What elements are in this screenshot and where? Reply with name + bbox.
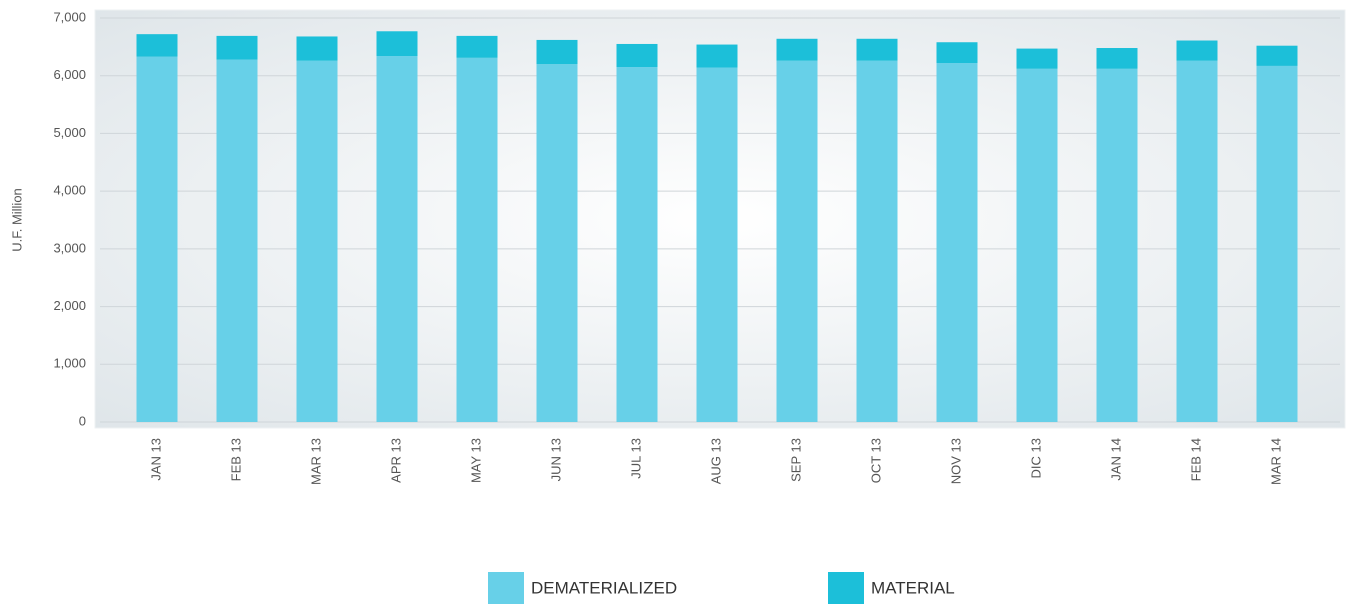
bar-segment — [376, 31, 418, 57]
bar-segment — [696, 67, 738, 423]
bar-segment — [1016, 68, 1058, 422]
x-tick-label: MAY 13 — [468, 438, 483, 483]
bar-segment — [296, 36, 338, 61]
bar-segment — [1096, 48, 1138, 69]
legend-label: MATERIAL — [871, 578, 955, 597]
x-tick-label: JAN 14 — [1108, 438, 1123, 481]
y-tick-label: 3,000 — [53, 240, 86, 255]
bar-segment — [1256, 65, 1298, 422]
x-tick-label: FEB 13 — [228, 438, 243, 481]
legend-label: DEMATERIALIZED — [531, 578, 677, 597]
bar-segment — [856, 38, 898, 61]
y-tick-label: 2,000 — [53, 298, 86, 313]
y-axis-label: U.F. Million — [9, 188, 24, 252]
bar-segment — [216, 59, 258, 422]
bar-segment — [456, 35, 498, 58]
legend-swatch — [488, 572, 524, 604]
bar-segment — [936, 42, 978, 64]
x-tick-label: OCT 13 — [868, 438, 883, 483]
y-tick-label: 0 — [79, 413, 86, 428]
bar-segment — [856, 60, 898, 423]
x-tick-label: AUG 13 — [708, 438, 723, 484]
x-tick-label: JUL 13 — [628, 438, 643, 479]
bar-segment — [1016, 48, 1058, 69]
bar-segment — [136, 34, 178, 57]
bar-segment — [616, 67, 658, 423]
y-tick-label: 5,000 — [53, 125, 86, 140]
bar-segment — [1096, 68, 1138, 422]
bar-segment — [136, 56, 178, 422]
bar-segment — [456, 57, 498, 423]
bar-segment — [936, 63, 978, 422]
bar-segment — [1176, 60, 1218, 423]
bar-segment — [216, 35, 258, 60]
y-tick-label: 4,000 — [53, 183, 86, 198]
y-tick-label: 6,000 — [53, 67, 86, 82]
x-tick-label: NOV 13 — [948, 438, 963, 484]
bar-segment — [536, 39, 578, 65]
x-tick-label: MAR 13 — [308, 438, 323, 485]
bar-segment — [376, 56, 418, 422]
x-tick-label: SEP 13 — [788, 438, 803, 482]
x-tick-label: MAR 14 — [1268, 438, 1283, 485]
bar-segment — [296, 60, 338, 423]
bar-segment — [776, 60, 818, 423]
bar-segment — [1176, 40, 1218, 61]
bar-segment — [616, 43, 658, 68]
bar-segment — [776, 38, 818, 61]
x-tick-label: FEB 14 — [1188, 438, 1203, 481]
y-tick-label: 1,000 — [53, 356, 86, 371]
bar-segment — [536, 64, 578, 423]
bar-segment — [1256, 45, 1298, 66]
bar-segment — [696, 44, 738, 68]
x-tick-label: JAN 13 — [148, 438, 163, 481]
x-tick-label: DIC 13 — [1028, 438, 1043, 478]
y-tick-label: 7,000 — [53, 9, 86, 24]
x-tick-label: JUN 13 — [548, 438, 563, 481]
x-tick-label: APR 13 — [388, 438, 403, 483]
legend-swatch — [828, 572, 864, 604]
